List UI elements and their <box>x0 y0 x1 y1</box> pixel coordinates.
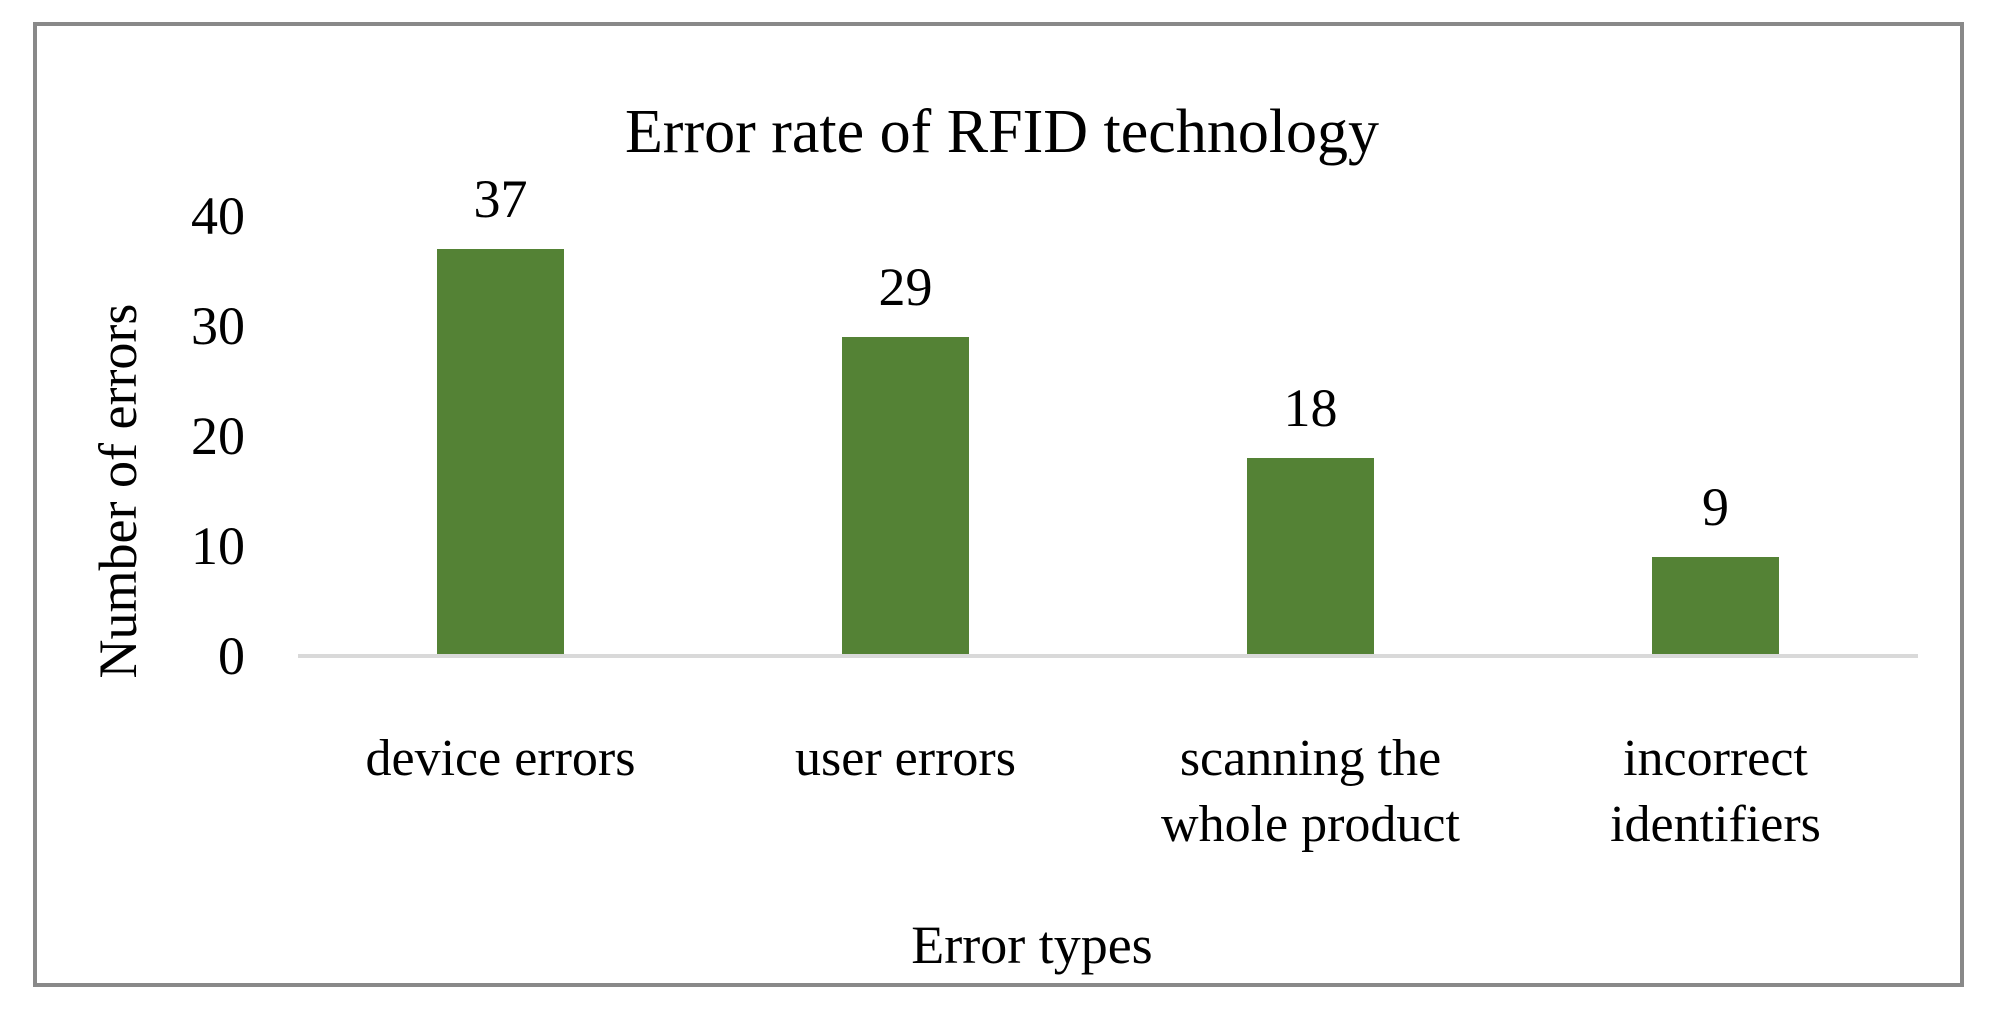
data-label: 9 <box>1702 477 1729 537</box>
category-label: device errors <box>365 730 636 787</box>
x-axis-title: Error types <box>911 915 1153 975</box>
y-tick-label: 40 <box>191 186 245 246</box>
data-label: 29 <box>878 257 933 317</box>
data-label: 37 <box>473 169 528 229</box>
bar <box>842 337 969 656</box>
data-label: 18 <box>1283 378 1338 438</box>
y-tick-label: 20 <box>191 406 245 466</box>
bar <box>437 249 564 656</box>
y-tick-label: 0 <box>218 626 245 686</box>
x-axis-line <box>298 654 1918 658</box>
y-axis-title: Number of errors <box>88 303 148 679</box>
y-tick-label: 30 <box>191 296 245 356</box>
category-label: scanning the whole product <box>1161 730 1460 853</box>
category-label: incorrect identifiers <box>1610 730 1821 853</box>
y-tick-label: 10 <box>191 516 245 576</box>
chart-title: Error rate of RFID technology <box>624 98 1380 166</box>
chart-outer-border <box>33 22 1964 987</box>
bar <box>1247 458 1374 656</box>
bar <box>1652 557 1779 656</box>
category-label: user errors <box>795 730 1016 787</box>
